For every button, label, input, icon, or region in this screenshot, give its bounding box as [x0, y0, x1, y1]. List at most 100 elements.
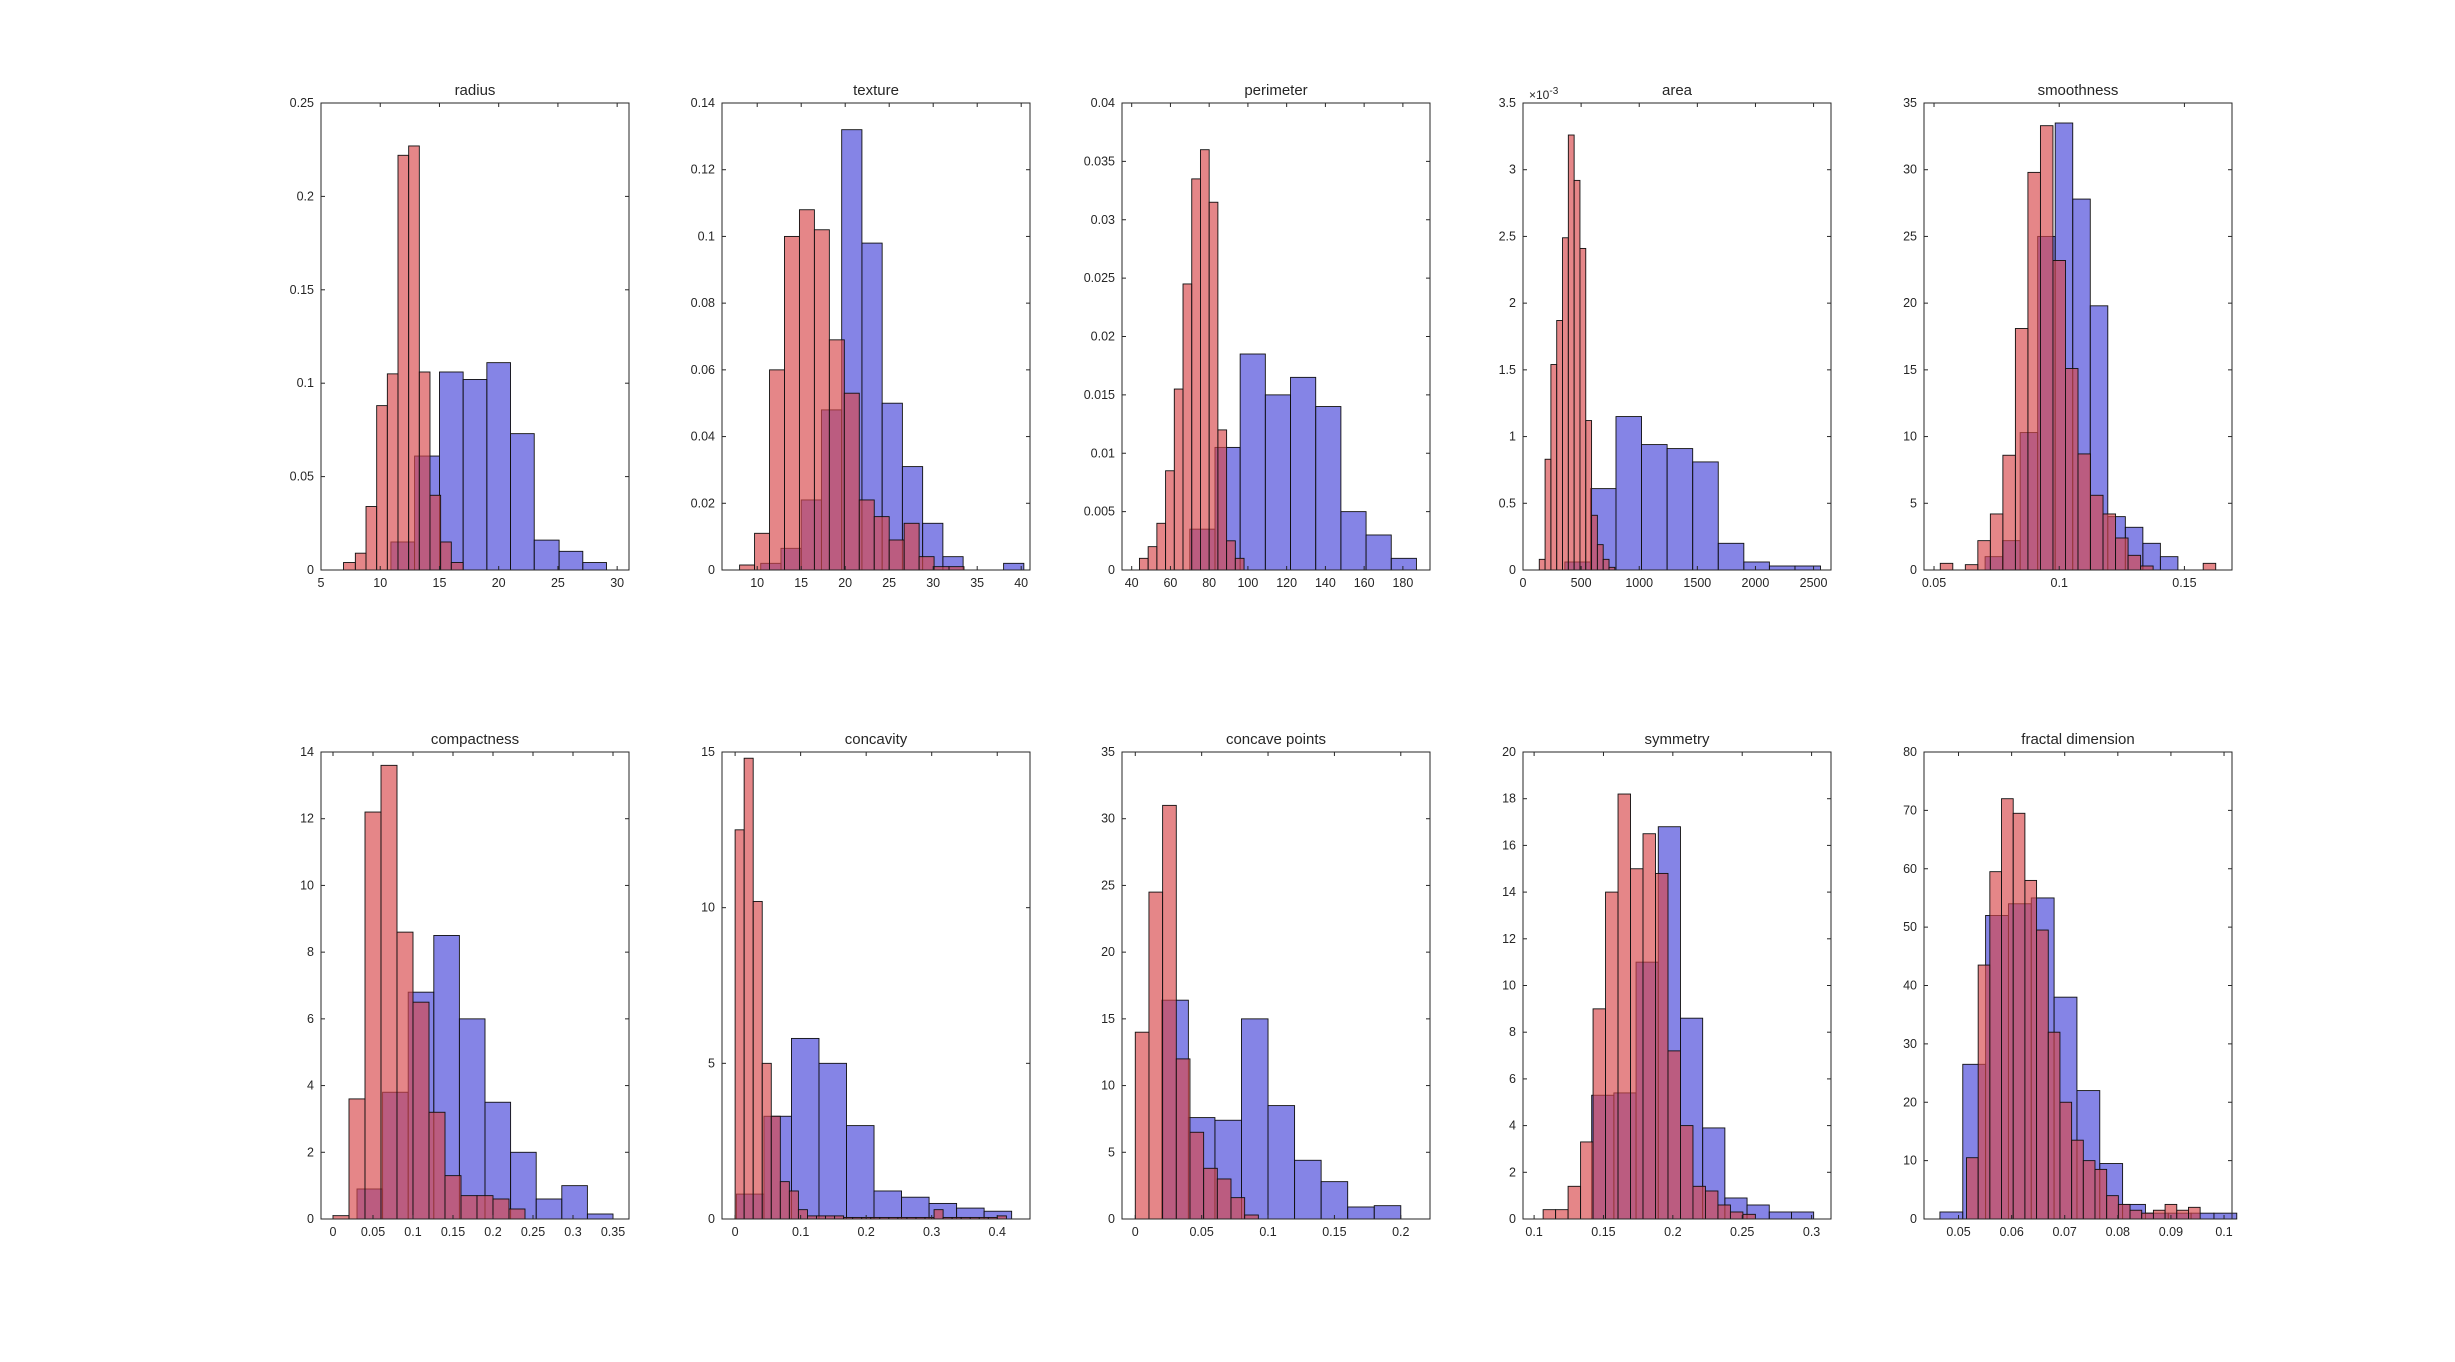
histogram-bar	[408, 145, 420, 571]
histogram-bar	[380, 764, 398, 1220]
histogram-bar	[791, 1037, 820, 1220]
histogram-bar	[933, 1209, 944, 1220]
histogram-bar	[1203, 1167, 1218, 1220]
histogram-bar	[2176, 1209, 2189, 1220]
y-tick-label: 8	[1509, 1025, 1516, 1039]
histogram-bar	[2039, 125, 2054, 571]
histogram-bar	[476, 1195, 494, 1220]
histogram-bar	[1592, 1008, 1607, 1220]
y-tick-label: 30	[1101, 812, 1115, 826]
x-tick-label: 0.15	[441, 1225, 465, 1239]
histogram-bar	[376, 405, 388, 571]
y-tick-label: 0.01	[1091, 446, 1115, 460]
y-tick-label: 14	[300, 745, 314, 759]
histogram-bar	[1555, 1209, 1569, 1220]
histogram-bar	[354, 552, 367, 571]
histogram-bar	[1602, 558, 1610, 571]
axes-outline	[320, 102, 630, 571]
histogram-bar	[1794, 565, 1821, 571]
histogram-bar	[1542, 1209, 1557, 1220]
histogram-bar	[343, 562, 356, 571]
series-red	[332, 764, 526, 1220]
y-tick-label: 12	[300, 812, 314, 826]
x-tick-label: 0.1	[1525, 1225, 1542, 1239]
axes-smoothness: 0.05 0.1 0.15 0 5 10 15 20 25 30 35 smoothness	[1903, 82, 2233, 590]
histogram-bar	[1173, 388, 1184, 571]
histogram-bar	[1667, 1050, 1681, 1220]
y-tick-label: 0	[1509, 1212, 1516, 1226]
histogram-bar	[429, 494, 442, 571]
axes-outline	[1522, 102, 1832, 571]
y-tick-label: 0.1	[698, 229, 715, 243]
histogram-bar	[2071, 1139, 2084, 1220]
histogram-bar	[1617, 793, 1631, 1220]
y-tick-label: 0	[1108, 1212, 1115, 1226]
x-tick-label: 5	[318, 576, 325, 590]
y-tick-label: 0.035	[1084, 154, 1115, 168]
histogram-bar	[450, 562, 464, 571]
y-tick-label: 80	[1903, 745, 1917, 759]
y-tick-label: 6	[1509, 1072, 1516, 1086]
histogram-bar	[1768, 1211, 1792, 1220]
histogram-bar	[1373, 1205, 1402, 1220]
y-tick-label: 35	[1101, 745, 1115, 759]
y-tick-label: 40	[1903, 979, 1917, 993]
histogram-bar	[2082, 1160, 2096, 1220]
axes-symmetry: 0.1 0.15 0.2 0.25 0.3 0 2 4 6 8 10 12 14 16 18 20 symmet…	[1502, 731, 1832, 1239]
x-tick-label: 120	[1276, 576, 1297, 590]
histogram-bar	[1234, 557, 1245, 571]
histogram-bar	[1244, 1214, 1259, 1220]
y-tick-label: 0	[708, 563, 715, 577]
axes-perimeter: 40 60 80 100 120 140 160 180 0 0.005 0.01 0.015 0.02…	[1084, 82, 1431, 590]
y-tick-label: 0.2	[297, 189, 314, 203]
y-tick-label: 0	[1910, 563, 1917, 577]
histogram-bar	[1939, 562, 1954, 571]
histogram-bar	[2047, 1031, 2061, 1220]
series-red	[1138, 149, 1245, 571]
histogram-bar	[784, 235, 800, 571]
y-tick-label: 20	[1903, 296, 1917, 310]
histogram-bar	[2188, 1206, 2201, 1220]
x-tick-label: 0.15	[1322, 1225, 1346, 1239]
x-tick-label: 40	[1125, 576, 1139, 590]
y-tick-label: 4	[307, 1079, 314, 1093]
histogram-bar	[846, 1125, 875, 1220]
histogram-bar	[828, 339, 845, 571]
x-tick-label: 10	[750, 576, 764, 590]
histogram-bar	[1148, 891, 1164, 1220]
y-tick-label: 0.005	[1084, 505, 1115, 519]
y-tick-label: 0.03	[1091, 213, 1115, 227]
y-tick-label: 5	[708, 1056, 715, 1070]
y-tick-label: 16	[1502, 838, 1516, 852]
histogram-bar	[1791, 1211, 1815, 1220]
histogram-bar	[2077, 453, 2091, 571]
y-tick-label: 0	[307, 563, 314, 577]
axes-title: fractal dimension	[2021, 731, 2134, 748]
y-tick-label: 10	[1903, 1154, 1917, 1168]
histogram-bar	[2140, 565, 2154, 571]
histogram-bar	[2152, 1209, 2166, 1220]
y-tick-label: 0.1	[297, 376, 314, 390]
y-tick-label: 0.25	[290, 96, 314, 110]
histogram-bar	[508, 1208, 526, 1220]
histogram-bar	[933, 566, 950, 571]
histogram-bar	[348, 1098, 366, 1220]
y-tick-label: 0.02	[1091, 330, 1115, 344]
series-blue	[1564, 416, 1821, 571]
y-tick-label: 0.04	[691, 430, 715, 444]
axes-compactness: 0 0.05 0.1 0.15 0.2 0.25 0.3 0.35 0 2 4 6 8 10 12 14 com…	[300, 731, 630, 1239]
histogram-bar	[2012, 812, 2026, 1220]
histogram-bar	[752, 900, 763, 1220]
y-tick-label: 0.015	[1084, 388, 1115, 402]
histogram-bar	[486, 362, 511, 571]
histogram-bar	[2059, 1101, 2073, 1220]
y-tick-label: 12	[1502, 932, 1516, 946]
x-tick-label: 500	[1571, 576, 1592, 590]
histogram-bar	[418, 371, 431, 571]
histogram-bar	[797, 1209, 808, 1220]
axes-concave-points: 0 0.05 0.1 0.15 0.2 0 5 10 15 20 25 30 35 concave poi…	[1101, 731, 1431, 1239]
histogram-bar	[903, 522, 920, 571]
histogram-bar	[1165, 470, 1175, 571]
axes-title: radius	[455, 82, 496, 99]
